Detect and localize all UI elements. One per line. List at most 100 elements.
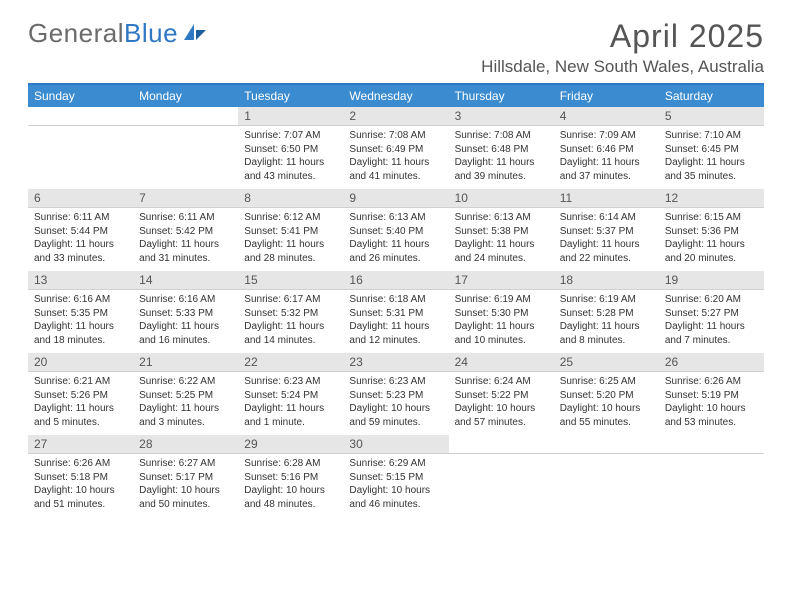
weekday-header: Tuesday — [238, 84, 343, 107]
day-number: 27 — [28, 435, 133, 454]
calendar-row: 20Sunrise: 6:21 AMSunset: 5:26 PMDayligh… — [28, 353, 764, 435]
day-number: 3 — [449, 107, 554, 126]
calendar-cell: 5Sunrise: 7:10 AMSunset: 6:45 PMDaylight… — [659, 107, 764, 189]
day-details: Sunrise: 6:14 AMSunset: 5:37 PMDaylight:… — [554, 208, 659, 271]
weekday-header: Monday — [133, 84, 238, 107]
brand-word1: General — [28, 18, 124, 49]
calendar-cell: 28Sunrise: 6:27 AMSunset: 5:17 PMDayligh… — [133, 435, 238, 517]
calendar-cell: 7Sunrise: 6:11 AMSunset: 5:42 PMDaylight… — [133, 189, 238, 271]
calendar-cell: 22Sunrise: 6:23 AMSunset: 5:24 PMDayligh… — [238, 353, 343, 435]
day-number: 8 — [238, 189, 343, 208]
day-number: 22 — [238, 353, 343, 372]
calendar-cell — [133, 107, 238, 189]
calendar-cell: 30Sunrise: 6:29 AMSunset: 5:15 PMDayligh… — [343, 435, 448, 517]
day-number: 16 — [343, 271, 448, 290]
day-details: Sunrise: 6:21 AMSunset: 5:26 PMDaylight:… — [28, 372, 133, 435]
day-details: Sunrise: 6:13 AMSunset: 5:40 PMDaylight:… — [343, 208, 448, 271]
calendar-row: 1Sunrise: 7:07 AMSunset: 6:50 PMDaylight… — [28, 107, 764, 189]
calendar-cell: 25Sunrise: 6:25 AMSunset: 5:20 PMDayligh… — [554, 353, 659, 435]
day-details: Sunrise: 6:12 AMSunset: 5:41 PMDaylight:… — [238, 208, 343, 271]
weekday-header: Thursday — [449, 84, 554, 107]
day-number: 15 — [238, 271, 343, 290]
day-details: Sunrise: 6:26 AMSunset: 5:19 PMDaylight:… — [659, 372, 764, 435]
day-details: Sunrise: 6:24 AMSunset: 5:22 PMDaylight:… — [449, 372, 554, 435]
calendar-cell — [554, 435, 659, 517]
calendar-cell — [449, 435, 554, 517]
day-details: Sunrise: 6:19 AMSunset: 5:28 PMDaylight:… — [554, 290, 659, 353]
day-number: 29 — [238, 435, 343, 454]
day-details: Sunrise: 6:16 AMSunset: 5:33 PMDaylight:… — [133, 290, 238, 353]
weekday-header-row: Sunday Monday Tuesday Wednesday Thursday… — [28, 84, 764, 107]
day-details: Sunrise: 6:22 AMSunset: 5:25 PMDaylight:… — [133, 372, 238, 435]
day-number: 2 — [343, 107, 448, 126]
day-details: Sunrise: 7:08 AMSunset: 6:49 PMDaylight:… — [343, 126, 448, 189]
day-number: 25 — [554, 353, 659, 372]
day-number: 30 — [343, 435, 448, 454]
day-details: Sunrise: 7:09 AMSunset: 6:46 PMDaylight:… — [554, 126, 659, 189]
day-number: 11 — [554, 189, 659, 208]
day-details: Sunrise: 6:29 AMSunset: 5:15 PMDaylight:… — [343, 454, 448, 517]
day-number: 7 — [133, 189, 238, 208]
day-number: 20 — [28, 353, 133, 372]
day-number: 10 — [449, 189, 554, 208]
day-number: 12 — [659, 189, 764, 208]
calendar-row: 27Sunrise: 6:26 AMSunset: 5:18 PMDayligh… — [28, 435, 764, 517]
calendar-cell: 24Sunrise: 6:24 AMSunset: 5:22 PMDayligh… — [449, 353, 554, 435]
calendar-cell: 1Sunrise: 7:07 AMSunset: 6:50 PMDaylight… — [238, 107, 343, 189]
calendar-cell: 21Sunrise: 6:22 AMSunset: 5:25 PMDayligh… — [133, 353, 238, 435]
day-number: 21 — [133, 353, 238, 372]
calendar-table: Sunday Monday Tuesday Wednesday Thursday… — [28, 83, 764, 517]
calendar-cell: 13Sunrise: 6:16 AMSunset: 5:35 PMDayligh… — [28, 271, 133, 353]
calendar-cell: 10Sunrise: 6:13 AMSunset: 5:38 PMDayligh… — [449, 189, 554, 271]
calendar-cell: 27Sunrise: 6:26 AMSunset: 5:18 PMDayligh… — [28, 435, 133, 517]
day-number: 26 — [659, 353, 764, 372]
calendar-cell: 12Sunrise: 6:15 AMSunset: 5:36 PMDayligh… — [659, 189, 764, 271]
day-details: Sunrise: 6:23 AMSunset: 5:23 PMDaylight:… — [343, 372, 448, 435]
calendar-body: 1Sunrise: 7:07 AMSunset: 6:50 PMDaylight… — [28, 107, 764, 517]
calendar-cell — [659, 435, 764, 517]
day-number: 17 — [449, 271, 554, 290]
calendar-cell: 15Sunrise: 6:17 AMSunset: 5:32 PMDayligh… — [238, 271, 343, 353]
day-number: 18 — [554, 271, 659, 290]
day-details: Sunrise: 6:15 AMSunset: 5:36 PMDaylight:… — [659, 208, 764, 271]
day-details: Sunrise: 6:13 AMSunset: 5:38 PMDaylight:… — [449, 208, 554, 271]
sail-icon — [182, 18, 208, 49]
weekday-header: Saturday — [659, 84, 764, 107]
day-details: Sunrise: 7:08 AMSunset: 6:48 PMDaylight:… — [449, 126, 554, 189]
location-text: Hillsdale, New South Wales, Australia — [481, 57, 764, 77]
day-details: Sunrise: 6:17 AMSunset: 5:32 PMDaylight:… — [238, 290, 343, 353]
day-details: Sunrise: 6:18 AMSunset: 5:31 PMDaylight:… — [343, 290, 448, 353]
day-details: Sunrise: 7:07 AMSunset: 6:50 PMDaylight:… — [238, 126, 343, 189]
calendar-cell: 16Sunrise: 6:18 AMSunset: 5:31 PMDayligh… — [343, 271, 448, 353]
day-details: Sunrise: 6:28 AMSunset: 5:16 PMDaylight:… — [238, 454, 343, 517]
weekday-header: Friday — [554, 84, 659, 107]
calendar-cell: 2Sunrise: 7:08 AMSunset: 6:49 PMDaylight… — [343, 107, 448, 189]
weekday-header: Wednesday — [343, 84, 448, 107]
day-number: 13 — [28, 271, 133, 290]
day-details: Sunrise: 6:11 AMSunset: 5:44 PMDaylight:… — [28, 208, 133, 271]
weekday-header: Sunday — [28, 84, 133, 107]
day-number: 9 — [343, 189, 448, 208]
calendar-cell: 26Sunrise: 6:26 AMSunset: 5:19 PMDayligh… — [659, 353, 764, 435]
calendar-cell: 17Sunrise: 6:19 AMSunset: 5:30 PMDayligh… — [449, 271, 554, 353]
brand-word2: Blue — [124, 18, 178, 49]
calendar-cell: 3Sunrise: 7:08 AMSunset: 6:48 PMDaylight… — [449, 107, 554, 189]
calendar-cell: 11Sunrise: 6:14 AMSunset: 5:37 PMDayligh… — [554, 189, 659, 271]
day-number: 6 — [28, 189, 133, 208]
day-details: Sunrise: 6:20 AMSunset: 5:27 PMDaylight:… — [659, 290, 764, 353]
page-title: April 2025 — [481, 18, 764, 55]
day-details: Sunrise: 6:11 AMSunset: 5:42 PMDaylight:… — [133, 208, 238, 271]
calendar-row: 13Sunrise: 6:16 AMSunset: 5:35 PMDayligh… — [28, 271, 764, 353]
day-number: 19 — [659, 271, 764, 290]
calendar-cell: 8Sunrise: 6:12 AMSunset: 5:41 PMDaylight… — [238, 189, 343, 271]
calendar-cell: 20Sunrise: 6:21 AMSunset: 5:26 PMDayligh… — [28, 353, 133, 435]
day-number: 24 — [449, 353, 554, 372]
calendar-cell: 9Sunrise: 6:13 AMSunset: 5:40 PMDaylight… — [343, 189, 448, 271]
calendar-cell: 14Sunrise: 6:16 AMSunset: 5:33 PMDayligh… — [133, 271, 238, 353]
header: GeneralBlue April 2025 Hillsdale, New So… — [28, 18, 764, 77]
title-block: April 2025 Hillsdale, New South Wales, A… — [481, 18, 764, 77]
day-number: 23 — [343, 353, 448, 372]
day-details: Sunrise: 7:10 AMSunset: 6:45 PMDaylight:… — [659, 126, 764, 189]
calendar-row: 6Sunrise: 6:11 AMSunset: 5:44 PMDaylight… — [28, 189, 764, 271]
day-number: 14 — [133, 271, 238, 290]
